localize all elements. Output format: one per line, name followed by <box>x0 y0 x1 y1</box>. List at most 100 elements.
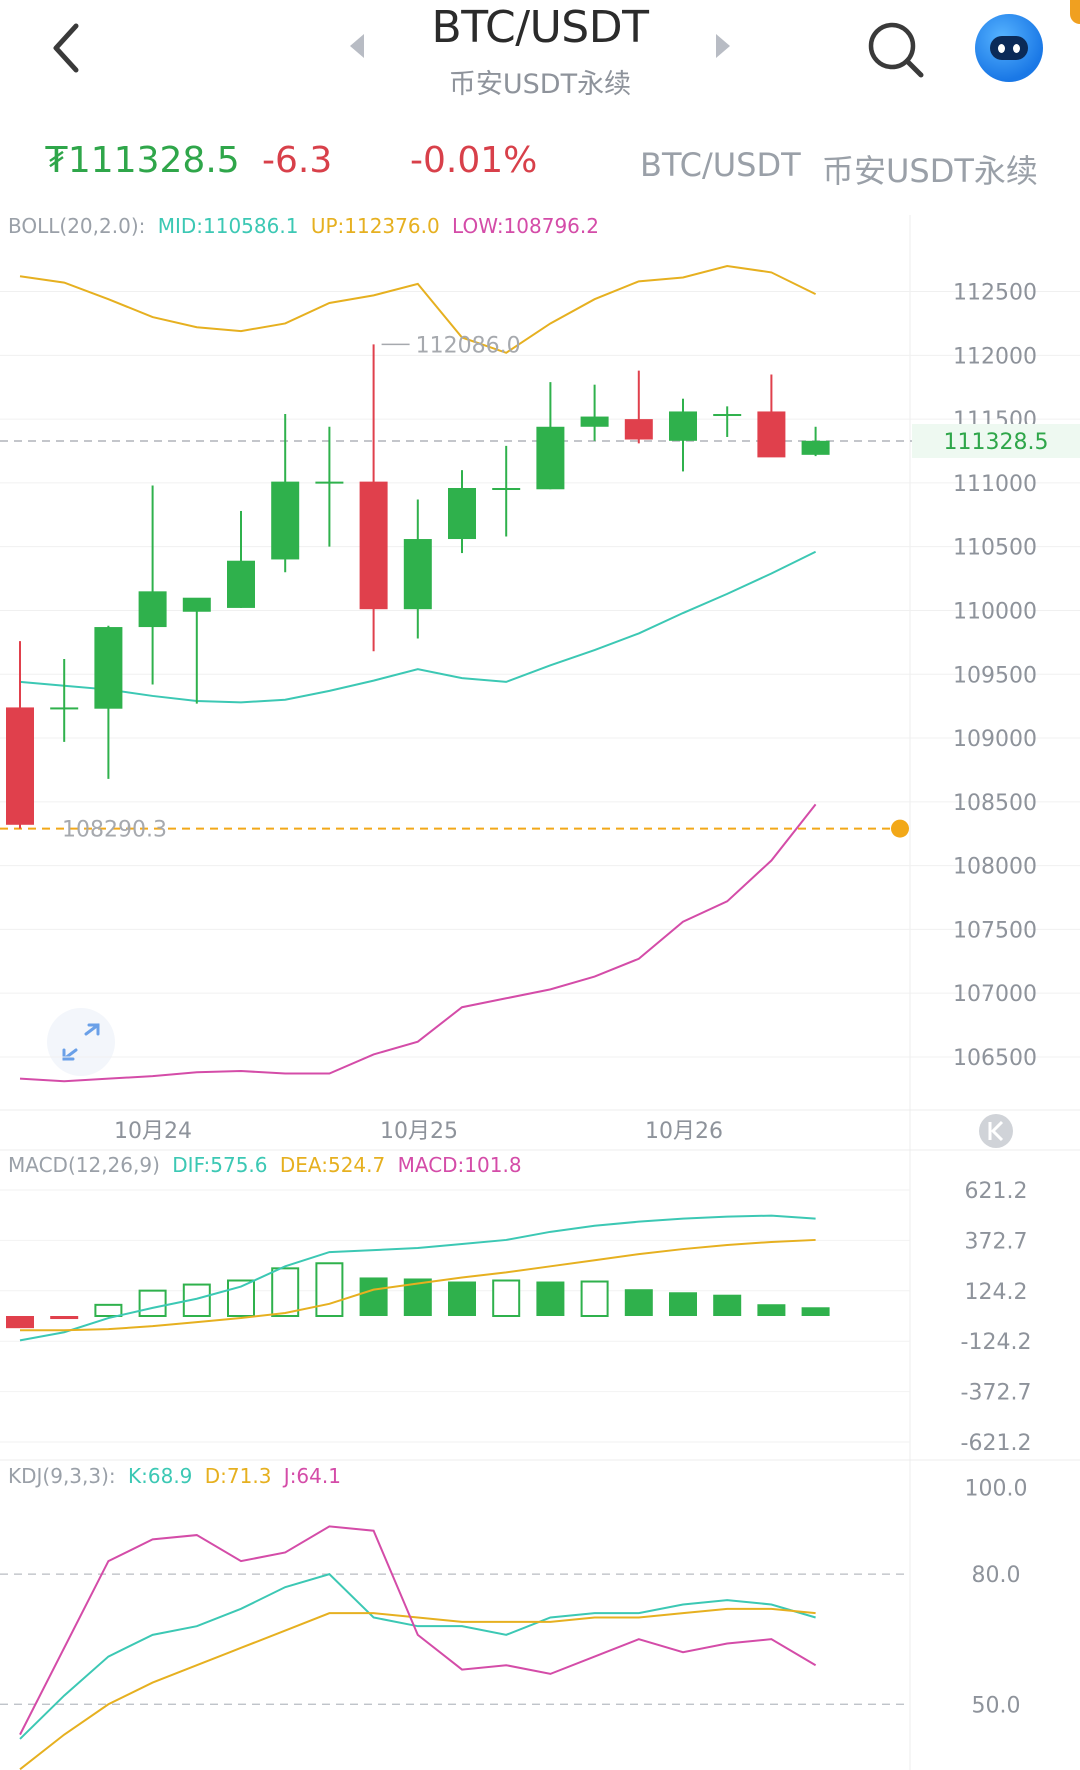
y-tick-label: 108500 <box>953 791 1037 816</box>
expand-icon[interactable] <box>47 1008 115 1076</box>
candle-body <box>801 440 830 455</box>
candle-body <box>359 481 388 610</box>
x-label-2: 10月25 <box>380 1119 458 1144</box>
y-tick-label: 372.7 <box>965 1229 1028 1254</box>
macd-bar <box>448 1281 476 1316</box>
y-tick-label: 106500 <box>953 1046 1037 1071</box>
macd-bar <box>713 1294 742 1316</box>
macd-bar <box>50 1316 79 1320</box>
low-price-dot <box>891 819 909 838</box>
macd-bar <box>182 1283 211 1317</box>
macd-bar <box>624 1289 653 1316</box>
triangle-right-icon[interactable] <box>716 34 730 58</box>
y-tick-label: 100.0 <box>965 1476 1028 1501</box>
macd-legend-dea: DEA:524.7 <box>280 1153 385 1177</box>
macd-bar <box>536 1281 565 1316</box>
y-tick-label: -621.2 <box>961 1431 1032 1456</box>
macd-bar <box>492 1279 521 1317</box>
page-subtitle: 币安USDT永续 <box>448 69 632 100</box>
candle-body <box>536 426 565 490</box>
price-change: -6.3 <box>262 140 333 181</box>
candle-body <box>669 411 697 441</box>
macd-legend: MACD(12,26,9) DIF:575.6 DEA:524.7 MACD:1… <box>8 1153 522 1177</box>
y-tick-label: -124.2 <box>961 1330 1032 1355</box>
current-price-tag <box>912 423 1080 458</box>
y-tick-label: 110000 <box>953 599 1037 624</box>
y-tick-label: 109500 <box>953 663 1037 688</box>
macd-legend-dif: DIF:575.6 <box>172 1153 267 1177</box>
price-change-percent: -0.01% <box>410 140 538 181</box>
last-price: ₮111328.5 <box>45 140 240 181</box>
y-tick-label: 124.2 <box>965 1280 1028 1305</box>
kdj-legend-j: J:64.1 <box>282 1464 341 1488</box>
x-label-3: 10月26 <box>645 1119 723 1144</box>
boll-legend-up: UP:112376.0 <box>311 214 440 238</box>
app-header: BTC/USDT 币安USDT永续 <box>0 0 1080 110</box>
candle-body <box>403 539 432 610</box>
y-tick-label: 109000 <box>953 727 1037 752</box>
triangle-left-icon[interactable] <box>350 34 364 58</box>
candle-body <box>492 488 521 491</box>
candle-body <box>94 627 123 709</box>
candle-body <box>227 560 255 608</box>
macd-bar <box>94 1303 123 1317</box>
y-tick-label: 80.0 <box>972 1563 1021 1588</box>
candle-body <box>138 591 167 628</box>
macd-bar <box>271 1267 300 1318</box>
candle-body <box>713 414 742 417</box>
kdj-legend-d: D:71.3 <box>205 1464 272 1488</box>
kdj-line-k <box>19 1572 816 1740</box>
candle-body <box>624 419 653 440</box>
macd-bar <box>315 1262 344 1317</box>
macd-bar <box>138 1289 167 1318</box>
kdj-legend-k: K:68.9 <box>128 1464 192 1488</box>
macd-bar <box>580 1280 609 1317</box>
macd-legend-name: MACD(12,26,9) <box>8 1153 160 1177</box>
candle-body <box>271 481 300 560</box>
kdj-legend: KDJ(9,3,3): K:68.9 D:71.3 J:64.1 <box>8 1464 341 1488</box>
macd-bar <box>669 1292 697 1316</box>
y-tick-label: 110500 <box>953 536 1037 561</box>
y-tick-label: 107000 <box>953 982 1037 1007</box>
low-price-label: 108290.3 <box>62 818 167 843</box>
exchange-label[interactable]: 币安USDT永续 <box>822 152 1038 190</box>
x-label-1: 10月24 <box>114 1119 192 1144</box>
candle-body <box>757 411 786 458</box>
macd-line-dea <box>20 1238 816 1332</box>
candle-body <box>6 707 34 825</box>
y-tick-label: 112500 <box>953 281 1037 306</box>
boll-line-up <box>19 265 817 354</box>
boll-legend: BOLL(20,2.0): MID:110586.1 UP:112376.0 L… <box>8 214 599 238</box>
page-title: BTC/USDT <box>431 2 649 53</box>
macd-line-dif <box>19 1214 816 1342</box>
macd-bar <box>6 1316 34 1329</box>
boll-line-mid <box>19 550 817 704</box>
y-tick-label: 111000 <box>953 472 1037 497</box>
chevron-left-icon[interactable] <box>46 18 90 78</box>
high-price-label: 112086.0 <box>416 333 521 358</box>
kdj-line-j <box>19 1525 817 1736</box>
y-tick-label: 112000 <box>953 344 1037 369</box>
y-tick-label: 50.0 <box>972 1693 1021 1718</box>
kdj-line-d <box>19 1607 816 1770</box>
candle-body <box>182 597 211 612</box>
macd-bar <box>801 1307 830 1316</box>
search-icon[interactable] <box>864 18 928 82</box>
boll-legend-mid: MID:110586.1 <box>158 214 299 238</box>
y-tick-label: 108000 <box>953 855 1037 880</box>
boll-line-low <box>19 803 817 1083</box>
boll-legend-low: LOW:108796.2 <box>452 214 599 238</box>
candle-body <box>50 707 79 710</box>
candle-body <box>580 416 609 427</box>
macd-bar <box>757 1304 786 1316</box>
k-reset-icon[interactable] <box>979 1114 1013 1148</box>
robot-avatar-icon[interactable] <box>975 14 1043 82</box>
pair-label[interactable]: BTC/USDT <box>640 146 801 184</box>
macd-legend-macd: MACD:101.8 <box>398 1153 522 1177</box>
boll-legend-name: BOLL(20,2.0): <box>8 214 145 238</box>
y-tick-label: 621.2 <box>965 1179 1028 1204</box>
corner-tab <box>1070 0 1080 24</box>
current-price-label: 111328.5 <box>944 430 1049 455</box>
title-group: BTC/USDT 币安USDT永续 <box>340 0 740 110</box>
